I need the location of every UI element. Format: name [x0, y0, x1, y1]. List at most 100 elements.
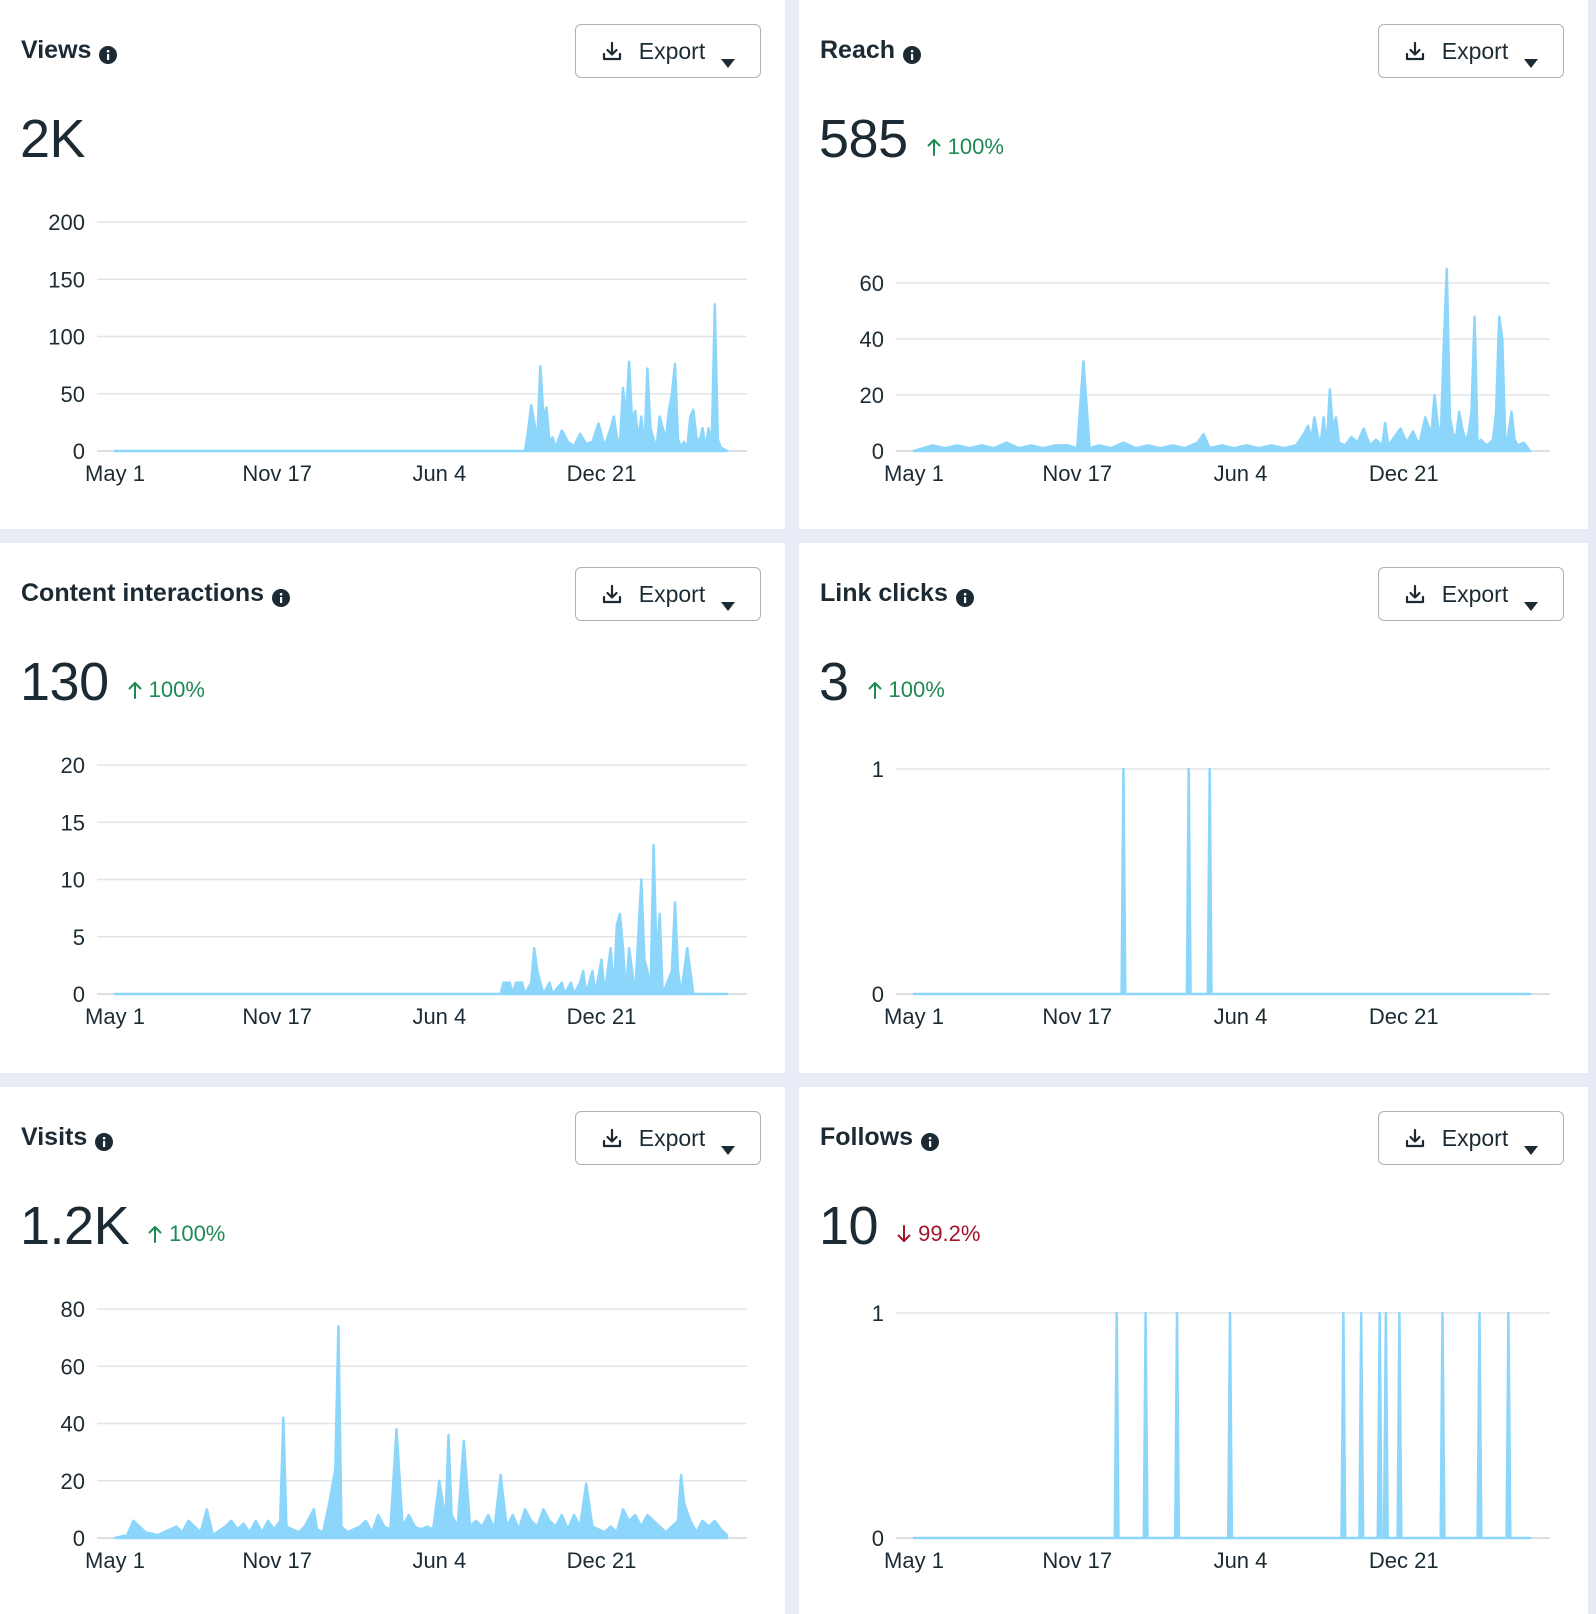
metric-delta-text: 100%	[148, 677, 205, 702]
download-icon	[601, 1127, 623, 1149]
card-title: Visits	[21, 1123, 114, 1152]
x-tick-label: Jun 4	[1214, 461, 1268, 486]
card-title: Link clicks	[820, 579, 974, 608]
y-tick-label: 40	[860, 327, 884, 352]
export-label: Export	[638, 580, 706, 607]
x-tick-label: May 1	[884, 461, 944, 486]
metric-delta-text: 100%	[888, 677, 945, 702]
card-title: Reach	[820, 36, 922, 65]
x-tick-label: Dec 21	[1369, 1548, 1439, 1573]
x-tick-label: Dec 21	[1369, 1004, 1439, 1029]
y-tick-label: 20	[61, 1469, 85, 1494]
metric-delta: 100%	[147, 1221, 225, 1247]
chart: 0 1 May 1 Nov 17 Jun 4 Dec 21	[872, 1301, 1550, 1573]
y-tick-label: 40	[61, 1412, 85, 1437]
metric-row: 585 100%	[819, 108, 1004, 170]
info-icon[interactable]	[921, 1129, 940, 1151]
metric-delta: 100%	[867, 677, 945, 703]
y-tick-label: 0	[872, 1526, 884, 1551]
x-tick-label: Dec 21	[567, 1004, 637, 1029]
export-button[interactable]: Export	[1378, 1111, 1564, 1165]
caret-down-icon	[1524, 590, 1539, 611]
series-area[interactable]	[912, 267, 1532, 453]
metric-value: 1.2K	[20, 1196, 130, 1256]
caret-down-icon	[721, 590, 736, 611]
y-tick-label: 150	[48, 267, 85, 292]
export-button[interactable]: Export	[1378, 24, 1564, 78]
x-tick-label: Dec 21	[567, 461, 637, 486]
arrow-up-icon	[127, 680, 143, 700]
metric-delta: 100%	[127, 677, 205, 703]
info-icon[interactable]	[272, 585, 291, 607]
arrow-up-icon	[867, 680, 883, 700]
export-button[interactable]: Export	[575, 24, 761, 78]
series-area[interactable]	[912, 767, 1532, 996]
export-button[interactable]: Export	[575, 1111, 761, 1165]
metric-row: 1.2K 100%	[20, 1195, 225, 1257]
y-tick-label: 15	[61, 810, 85, 835]
metric-value: 10	[819, 1196, 879, 1256]
export-label: Export	[1441, 37, 1509, 64]
series-area[interactable]	[113, 843, 729, 996]
card-title: Follows	[820, 1123, 940, 1152]
card-title-text: Visits	[21, 1123, 88, 1151]
y-tick-label: 20	[860, 383, 884, 408]
metric-row: 3 100%	[819, 651, 945, 713]
card-title-text: Content interactions	[21, 579, 265, 607]
metric-delta-text: 100%	[169, 1221, 226, 1246]
y-tick-label: 5	[73, 925, 85, 950]
x-tick-label: Nov 17	[242, 1004, 312, 1029]
x-tick-label: Jun 4	[412, 461, 466, 486]
chart: 0 1 May 1 Nov 17 Jun 4 Dec 21	[872, 757, 1550, 1029]
info-icon[interactable]	[95, 1129, 114, 1151]
download-icon	[1404, 1127, 1426, 1149]
follows-card: Follows Export 10 99.2% 0 1 May 1 Nov 17 Jun 4 De…	[799, 1087, 1588, 1614]
x-tick-label: Dec 21	[1369, 461, 1439, 486]
export-button[interactable]: Export	[575, 567, 761, 621]
metric-value: 2K	[20, 109, 86, 169]
x-tick-label: May 1	[85, 1004, 145, 1029]
x-tick-label: Nov 17	[1042, 1004, 1112, 1029]
y-tick-label: 200	[48, 210, 85, 235]
export-label: Export	[1441, 580, 1509, 607]
views-card: Views Export 2K 0 50 100 150 200 May 1 Nov 17 Jun …	[0, 0, 785, 529]
x-tick-label: Nov 17	[242, 461, 312, 486]
x-tick-label: May 1	[85, 1548, 145, 1573]
chart: 0 50 100 150 200 May 1 Nov 17 Jun 4 Dec 21	[48, 210, 747, 486]
info-icon[interactable]	[903, 42, 922, 64]
caret-down-icon	[721, 1134, 736, 1155]
y-tick-label: 0	[73, 439, 85, 464]
x-tick-label: May 1	[85, 461, 145, 486]
x-tick-label: Dec 21	[567, 1548, 637, 1573]
x-tick-label: Jun 4	[412, 1004, 466, 1029]
y-tick-label: 0	[872, 982, 884, 1007]
metric-delta: 99.2%	[896, 1221, 980, 1247]
caret-down-icon	[721, 47, 736, 68]
metric-delta-text: 100%	[947, 134, 1004, 159]
export-label: Export	[638, 1124, 706, 1151]
series-area[interactable]	[113, 303, 729, 453]
caret-down-icon	[1524, 47, 1539, 68]
series-area[interactable]	[912, 1311, 1532, 1540]
metric-row: 10 99.2%	[819, 1195, 980, 1257]
x-tick-label: Jun 4	[412, 1548, 466, 1573]
metric-value: 3	[819, 652, 849, 712]
card-title-text: Views	[21, 36, 92, 64]
y-tick-label: 60	[61, 1354, 85, 1379]
x-tick-label: Nov 17	[1042, 1548, 1112, 1573]
y-tick-label: 0	[872, 439, 884, 464]
info-icon[interactable]	[955, 585, 974, 607]
card-title-text: Reach	[820, 36, 896, 64]
info-icon[interactable]	[99, 42, 118, 64]
export-button[interactable]: Export	[1378, 567, 1564, 621]
x-tick-label: Jun 4	[1214, 1004, 1268, 1029]
arrow-up-icon	[147, 1224, 163, 1244]
y-tick-label: 0	[73, 1526, 85, 1551]
y-tick-label: 10	[61, 868, 85, 893]
download-icon	[1404, 583, 1426, 605]
card-title: Content interactions	[21, 579, 291, 608]
y-tick-label: 1	[872, 757, 884, 782]
card-title-text: Link clicks	[820, 579, 948, 607]
card-title-text: Follows	[820, 1123, 914, 1151]
series-area[interactable]	[113, 1324, 729, 1540]
